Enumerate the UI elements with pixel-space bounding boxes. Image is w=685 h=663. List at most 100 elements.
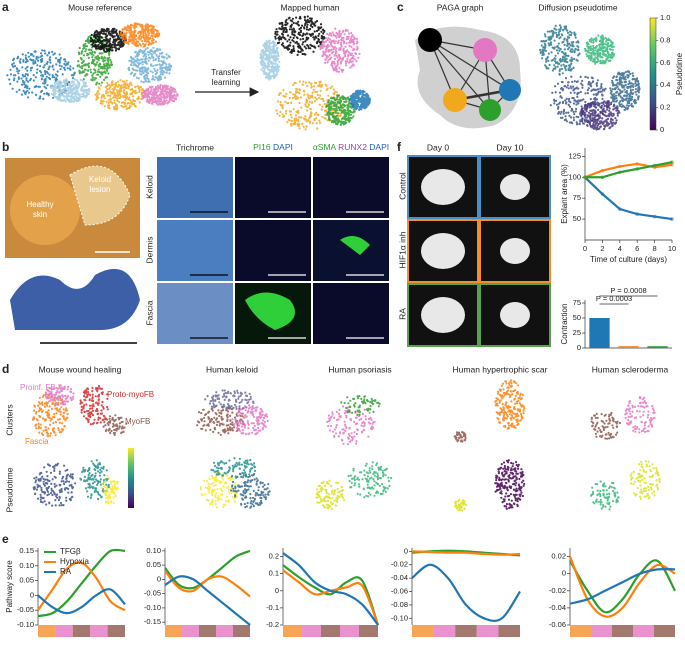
cluster-strip [165,625,182,637]
photo-label: Healthy [26,200,53,209]
cell-cloud [31,392,69,438]
cluster-strip [107,625,125,637]
arrow-label: learning [212,78,240,87]
y-tick-label: 0.15 [19,546,34,555]
colorbar-tick-label: 1.0 [660,13,670,22]
data-point [652,163,657,168]
cluster-strip [38,625,56,637]
explant-photos: Control HIF1α inh RA [397,155,551,347]
cluster-strip [283,625,302,637]
cell-cloud [199,471,241,509]
panel-title: Mouse reference [68,2,132,12]
cluster-strip [433,625,456,637]
y-tick-label: -0.05 [17,605,34,614]
panel-label: a [2,0,9,14]
cluster-strip [498,625,520,637]
cell-cloud [579,100,621,131]
series-line [584,162,673,179]
micrograph [157,157,233,218]
y-tick-label: -0.05 [144,589,161,598]
section-image [10,268,140,330]
data-point [635,162,639,166]
cluster-label: Proinf. FB [20,383,56,392]
colorbar-tick-label: 0.6 [660,58,670,67]
colorbar-tick-label: 0.4 [660,80,670,89]
cell-cloud [274,15,326,57]
series-line [585,161,673,179]
series-line [282,569,380,626]
cluster-strip [72,625,91,637]
y-tick-label: -0.08 [391,600,408,609]
row-label: Pseudotime [4,467,14,512]
explant [421,297,465,333]
colorbar [128,448,134,508]
cell-cloud [275,80,345,131]
series-line [37,548,126,618]
panel-title: Human scleroderma [592,364,669,374]
micrographs: Keloid Dermis Fascia [144,157,389,344]
series-line [584,176,673,221]
data-point [600,168,605,173]
y-tick-label: -0.02 [549,586,566,595]
column-title: Day 10 [497,142,524,152]
y-tick-label: -0.2 [266,620,279,629]
series-line [282,564,380,626]
stain: DAPI [273,142,293,152]
column-title: Day 0 [427,142,449,152]
cluster-strip [612,625,633,637]
y-tick-label: 0 [577,343,581,352]
data-point [670,217,674,221]
y-tick-label: 0.10 [146,546,161,555]
cell-cloud [94,79,145,111]
y-tick-label: -0.04 [391,573,408,582]
x-tick-label: 4 [618,244,622,253]
cluster-strip [359,625,378,637]
panel-title: Human hypertrophic scar [453,364,548,374]
colorbar [649,17,657,131]
column-title: PI16 DAPI [253,142,293,152]
y-tick-label: 25 [573,328,581,337]
y-tick-label: 125 [568,151,581,160]
cell-cloud [102,414,128,436]
series-line [37,588,126,615]
cluster-strip [412,625,434,637]
colorbar-tick-label: 0.8 [660,35,670,44]
y-axis-label: Contraction [560,304,569,345]
micrograph [235,220,311,281]
column-title: Trichrome [176,142,214,152]
bar [589,318,610,348]
y-tick-label: 100 [568,172,581,181]
x-tick-label: 0 [583,244,587,253]
x-tick-label: 10 [668,244,676,253]
panel-label: d [2,362,9,376]
cell-cloud [79,459,110,501]
paga-graph [415,26,521,129]
cluster-strip [182,625,199,637]
row-label: Fascia [144,300,154,325]
cell-cloud [196,405,245,436]
y-tick-label: 0.05 [146,560,161,569]
panel-label: c [397,0,404,14]
data-point [635,212,639,216]
cell-cloud [348,89,371,112]
data-point [635,167,639,171]
embeddings [6,15,661,512]
explant [421,169,465,205]
y-tick-label: 50 [573,313,581,322]
panel-label: e [2,532,9,546]
y-tick-label: -0.1 [266,603,279,612]
y-tick-label: 50 [573,214,581,223]
explant [500,174,530,200]
explant [421,233,465,269]
panel-title: Human keloid [206,364,258,374]
y-tick-label: 0 [404,546,408,555]
series-line [411,550,521,556]
data-point [600,175,605,180]
cluster-strip [321,625,340,637]
cluster-strip [55,625,73,637]
y-tick-label: 0.1 [269,569,279,578]
data-point [600,192,605,196]
y-tick-label: -0.15 [144,617,161,626]
series-line [164,575,251,626]
panel-title: Mapped human [280,2,339,12]
